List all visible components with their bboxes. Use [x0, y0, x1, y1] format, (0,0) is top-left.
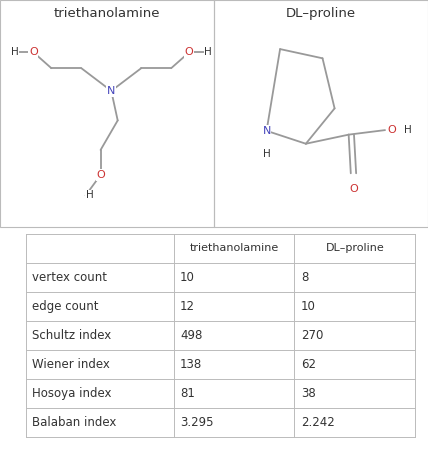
Text: 3.295: 3.295	[180, 416, 214, 429]
Text: 138: 138	[180, 358, 202, 371]
Text: H: H	[404, 125, 412, 135]
Text: edge count: edge count	[32, 300, 98, 313]
Text: O: O	[96, 170, 105, 180]
Text: triethanolamine: triethanolamine	[54, 7, 160, 20]
Text: H: H	[204, 47, 212, 57]
Text: H: H	[86, 190, 93, 200]
Text: Wiener index: Wiener index	[32, 358, 110, 371]
Text: O: O	[185, 47, 193, 57]
Text: 62: 62	[301, 358, 316, 371]
Text: N: N	[107, 86, 116, 96]
Text: Balaban index: Balaban index	[32, 416, 116, 429]
Text: DL–proline: DL–proline	[325, 243, 384, 253]
Text: DL–proline: DL–proline	[286, 7, 356, 20]
Text: H: H	[263, 148, 270, 158]
Text: O: O	[29, 47, 38, 57]
Text: triethanolamine: triethanolamine	[190, 243, 279, 253]
Text: 2.242: 2.242	[301, 416, 335, 429]
Text: vertex count: vertex count	[32, 271, 107, 284]
Text: 270: 270	[301, 329, 323, 342]
Text: 10: 10	[301, 300, 316, 313]
Text: O: O	[387, 125, 396, 135]
Text: O: O	[349, 184, 358, 194]
Text: Schultz index: Schultz index	[32, 329, 111, 342]
Text: 8: 8	[301, 271, 308, 284]
Text: 498: 498	[180, 329, 202, 342]
Text: 38: 38	[301, 387, 315, 400]
Text: 10: 10	[180, 271, 195, 284]
Text: H: H	[11, 47, 18, 57]
Text: N: N	[262, 126, 271, 136]
Text: 81: 81	[180, 387, 195, 400]
Text: Hosoya index: Hosoya index	[32, 387, 112, 400]
Text: 12: 12	[180, 300, 195, 313]
